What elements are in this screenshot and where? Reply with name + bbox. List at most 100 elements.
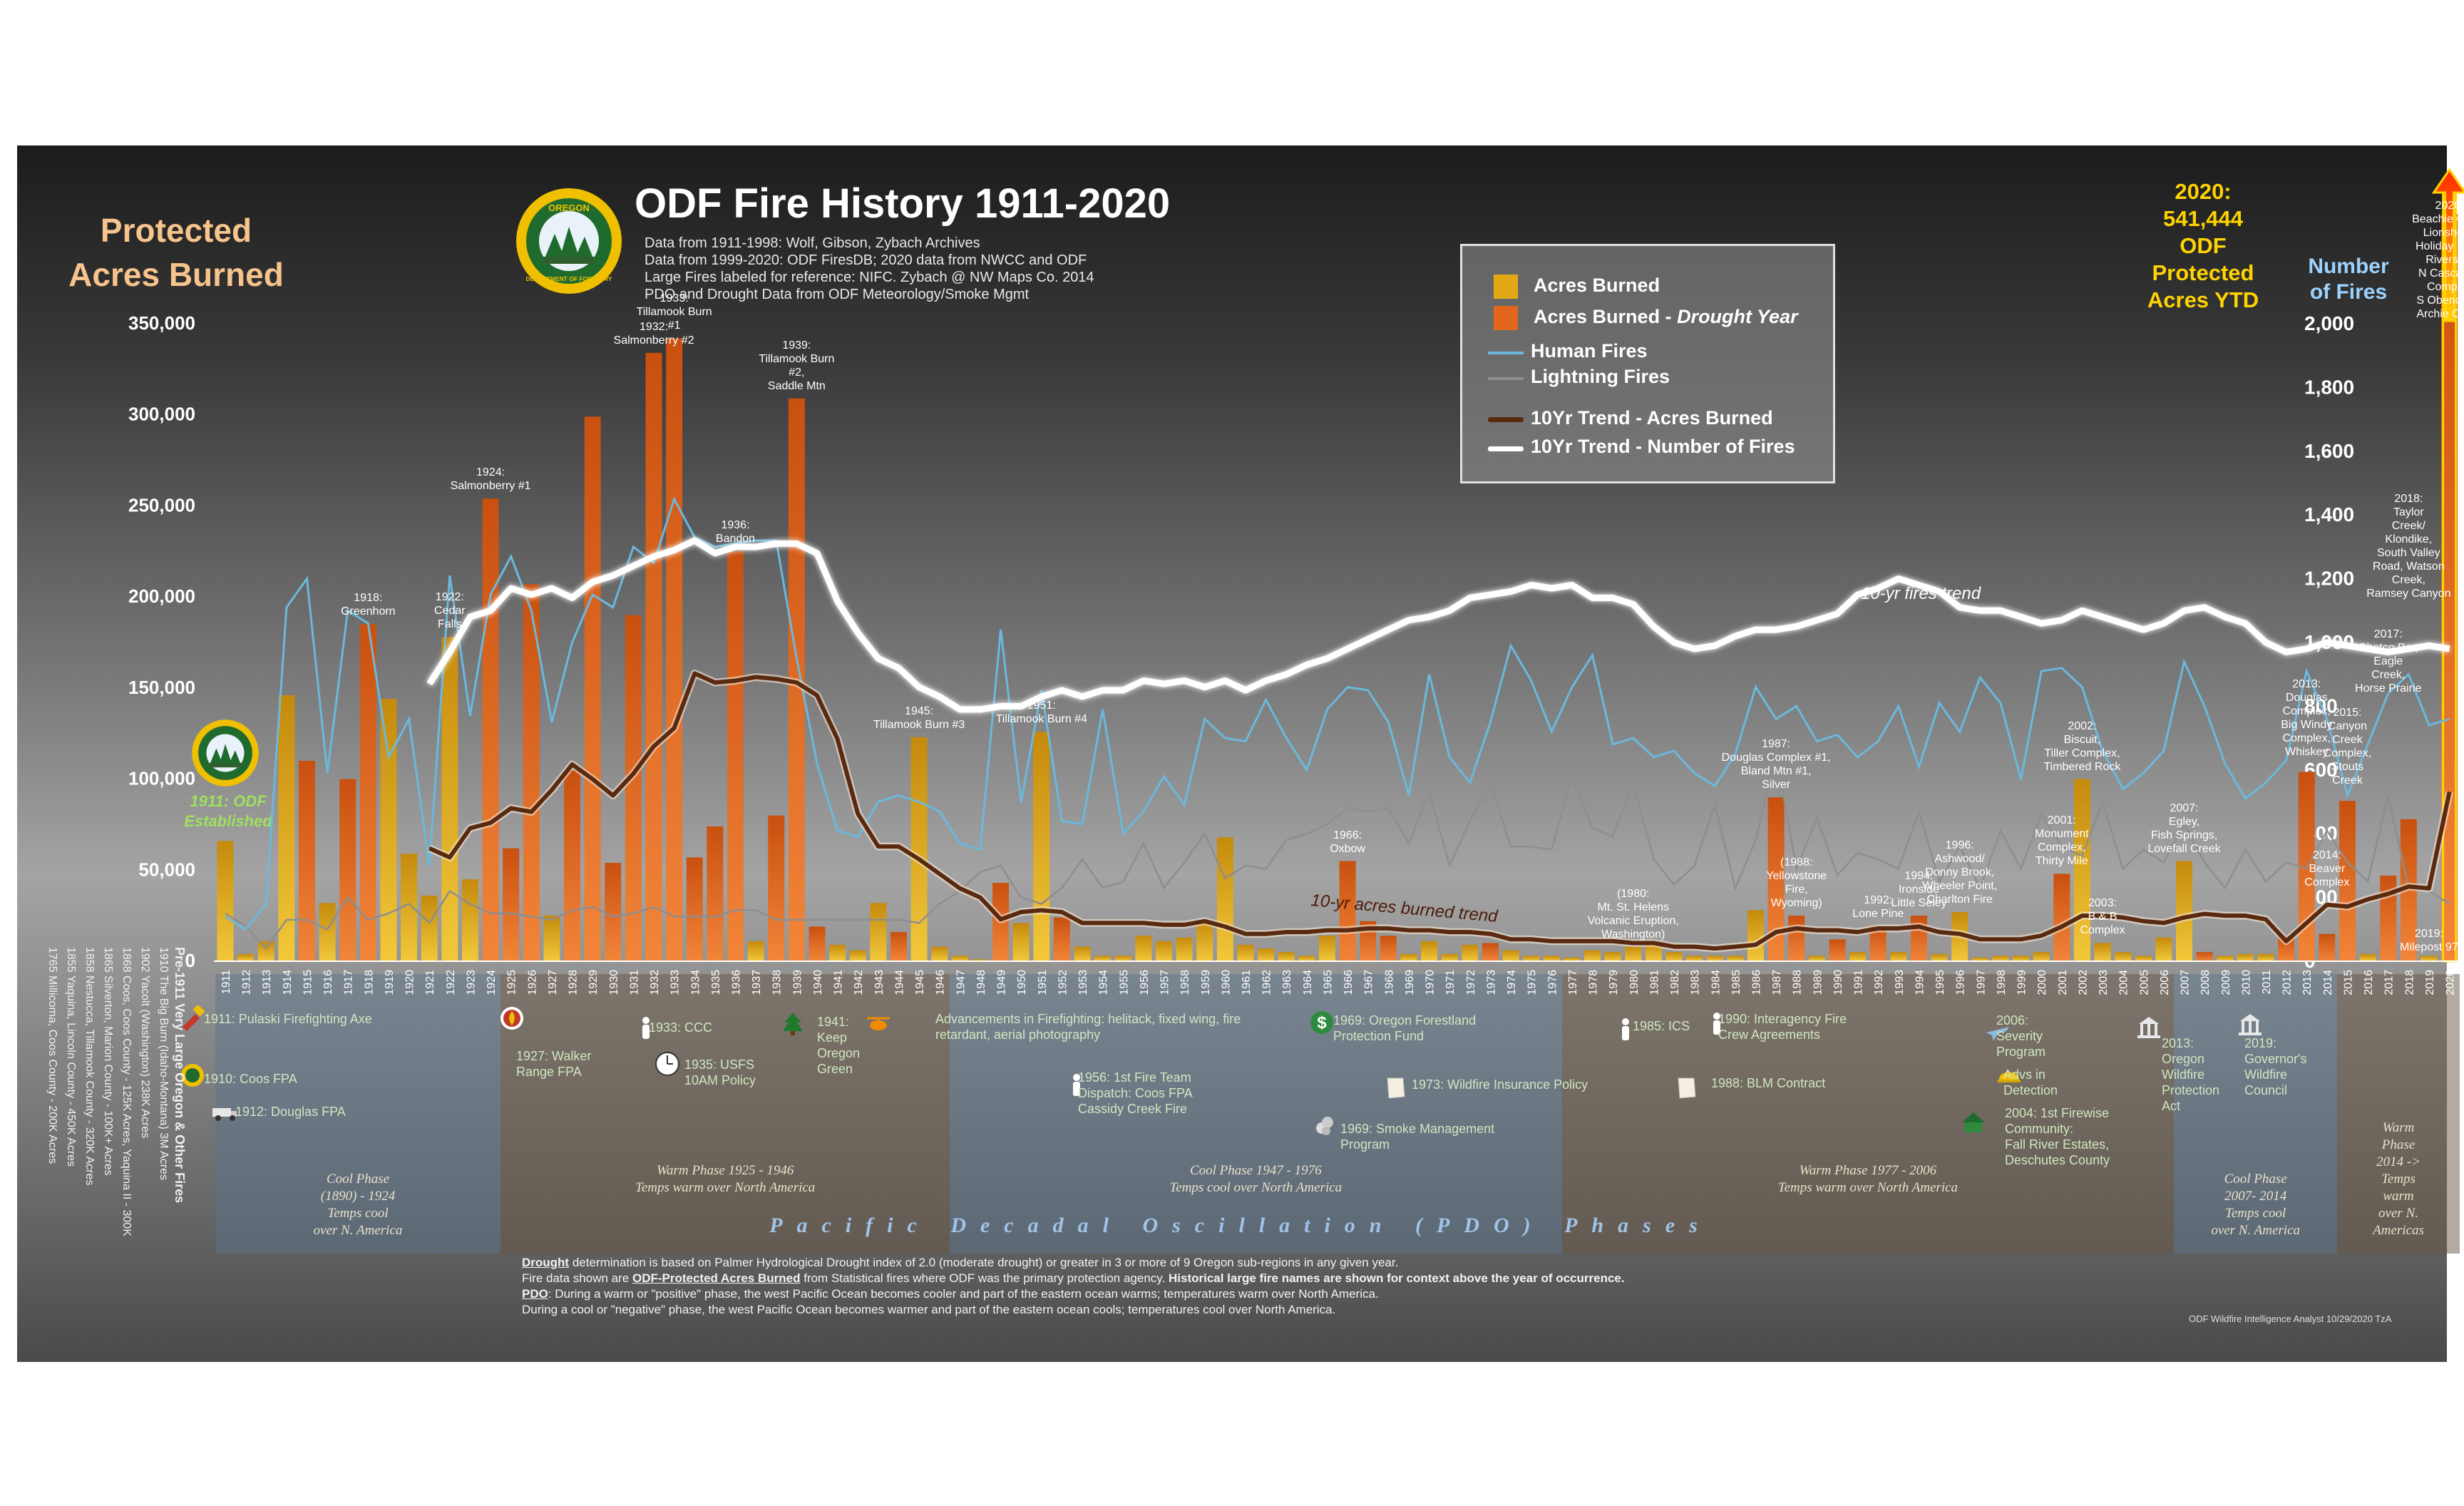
fire-label-line: Mt. St. Helens bbox=[1597, 901, 1669, 913]
bar-acres-drought bbox=[584, 416, 601, 961]
source-line: Data from 1911-1998: Wolf, Gibson, Zybac… bbox=[645, 235, 980, 251]
bar-acres bbox=[1747, 910, 1764, 961]
pdo-band-line: Warm Phase 1977 - 2006 bbox=[1799, 1163, 1937, 1178]
year-tick-label: 1980 bbox=[1628, 970, 1641, 995]
axe-icon bbox=[183, 1005, 205, 1031]
year-tick-label: 1971 bbox=[1444, 970, 1457, 995]
legend: Acres Burned Acres Burned - Drought Year… bbox=[1460, 244, 1835, 483]
milestone-text: 1941: Keep Oregon Green bbox=[817, 1014, 860, 1077]
legend-label-human: Human Fires bbox=[1531, 340, 1648, 362]
fire-label-2007: 2007: Egley, Fish Springs, Lovefall Creek bbox=[2127, 801, 2242, 856]
milestone-text: 1910: Coos FPA bbox=[204, 1071, 297, 1087]
clock-icon bbox=[655, 1052, 679, 1076]
pdo-band-line: Cool Phase bbox=[326, 1172, 390, 1187]
bar-acres-drought bbox=[2298, 772, 2315, 961]
bar-acres-drought bbox=[1053, 917, 1070, 961]
right-tick-label: 1,600 bbox=[2304, 440, 2354, 462]
bar-acres bbox=[1033, 732, 1050, 961]
year-tick-label: 1962 bbox=[1261, 970, 1273, 995]
bar-acres-drought bbox=[1767, 797, 1785, 961]
bar-acres bbox=[951, 956, 968, 961]
pdo-band-line: over N. America bbox=[313, 1223, 403, 1238]
pdo-band-warm bbox=[500, 974, 950, 1254]
fire-label-line: South Valley bbox=[2377, 547, 2440, 559]
bar-acres-drought bbox=[666, 338, 683, 961]
year-tick-label: 1921 bbox=[424, 970, 436, 995]
bar-acres-drought bbox=[503, 848, 520, 961]
year-tick-label: 1996 bbox=[1955, 970, 1967, 995]
bar-acres bbox=[543, 916, 560, 961]
bar-acres bbox=[2115, 952, 2132, 961]
fire-label-line: 2002: bbox=[2068, 719, 2097, 732]
lightning-fires-line bbox=[225, 754, 2450, 951]
person-icon bbox=[1073, 1074, 1080, 1096]
bar-acres bbox=[1971, 957, 1988, 961]
fire-label-1945: 1945: Tillamook Burn #3 bbox=[862, 705, 976, 732]
year-tick-label: 1943 bbox=[873, 970, 885, 995]
year-tick-label: 1970 bbox=[1424, 970, 1437, 995]
year-tick-label: 1935 bbox=[710, 970, 722, 995]
year-tick-label: 2011 bbox=[2261, 970, 2273, 995]
fire-label-line: Ironside bbox=[1898, 883, 1939, 896]
milestone-line: 1910: Coos FPA bbox=[204, 1072, 297, 1086]
bar-acres-drought bbox=[1380, 936, 1397, 961]
pre-1911-fire: 1910 The Big Burn (Idaho-Montana) 3M Acr… bbox=[158, 947, 170, 1180]
left-tick-label: 0 bbox=[185, 950, 195, 971]
milestone-line: Keep bbox=[817, 1030, 848, 1045]
fire-label-line: Douglas bbox=[2285, 692, 2328, 704]
left-tick-label: 350,000 bbox=[128, 312, 195, 334]
milestone-text: 1985: ICS bbox=[1633, 1018, 1690, 1034]
fire-label-line: Silver bbox=[1762, 779, 1791, 792]
year-tick-label: 1914 bbox=[282, 970, 294, 995]
year-tick-label: 1960 bbox=[1220, 970, 1232, 995]
bar-acres bbox=[1665, 952, 1683, 961]
bar-acres bbox=[2094, 943, 2111, 961]
fire-label-line: Douglas Complex #1, bbox=[1721, 752, 1831, 764]
bar-acres bbox=[1176, 937, 1193, 961]
milestone-text: 1969: Smoke Management Program bbox=[1340, 1121, 1494, 1152]
year-tick-label: 2013 bbox=[2301, 970, 2314, 995]
person-icon bbox=[1622, 1018, 1629, 1040]
bar-acres-drought bbox=[707, 826, 724, 961]
chart-title: ODF Fire History 1911-2020 bbox=[635, 180, 1171, 227]
milestone-text: 1988: BLM Contract bbox=[1711, 1075, 1825, 1091]
fire-label-1924: 1924: Salmonberry #1 bbox=[433, 466, 548, 493]
trend-fires-line bbox=[426, 537, 2450, 713]
year-tick-label: 1936 bbox=[731, 970, 743, 995]
bar-acres bbox=[2176, 861, 2193, 961]
year-tick-label: 1987 bbox=[1771, 970, 1783, 995]
year-tick-label: 2004 bbox=[2118, 970, 2130, 995]
year-tick-label: 2018 bbox=[2403, 970, 2416, 995]
odf-established-label: 1911: ODF Established bbox=[184, 792, 272, 830]
milestone-line: Cassidy Creek Fire bbox=[1078, 1102, 1188, 1116]
bar-acres bbox=[461, 879, 478, 961]
bar-acres bbox=[237, 953, 255, 961]
fire-label-line: Bandon bbox=[715, 533, 756, 545]
fire-label-1918: 1918: Greenhorn bbox=[311, 591, 425, 618]
year-tick-label: 1951 bbox=[1037, 970, 1049, 995]
dollar-icon: $ bbox=[1310, 1011, 1333, 1034]
pdo-title: Pacific Decadal Oscillation (PDO) Phases bbox=[769, 1214, 1712, 1237]
milestone-text: 1935: USFS 10AM Policy bbox=[684, 1057, 756, 1088]
credit-line: ODF Wildfire Intelligence Analyst 10/29/… bbox=[2189, 1313, 2392, 1324]
pdo-band-line: over N. bbox=[2378, 1206, 2418, 1221]
pdo-band-line: Cool Phase bbox=[2224, 1172, 2287, 1187]
milestone-text: 1933: CCC bbox=[649, 1020, 712, 1035]
fire-label-line: 1996: bbox=[1945, 839, 1974, 852]
year-tick-label: 1983 bbox=[1690, 970, 1702, 995]
fire-label-line: Greenhorn bbox=[341, 605, 396, 618]
bar-acres bbox=[1706, 956, 1723, 961]
bar-acres bbox=[1604, 952, 1621, 961]
bar-acres bbox=[2155, 937, 2172, 961]
bar-acres bbox=[1196, 921, 1213, 961]
fire-label-line: 2003: bbox=[2088, 897, 2118, 910]
fire-label-line: Milepost 97 bbox=[2400, 941, 2458, 953]
year-tick-label: 1927 bbox=[547, 970, 559, 995]
year-tick-label: 1916 bbox=[322, 970, 334, 995]
fire-label-2003: 2003: B & B Complex bbox=[2045, 896, 2160, 937]
year-tick-label: 1995 bbox=[1934, 970, 1946, 995]
odf-small-logo-icon bbox=[192, 719, 259, 787]
year-tick-label: 2003 bbox=[2098, 970, 2110, 995]
right-tick-label: 2,000 bbox=[2304, 312, 2354, 334]
fire-label-2019: 2019: Milepost 97 bbox=[2372, 927, 2464, 954]
